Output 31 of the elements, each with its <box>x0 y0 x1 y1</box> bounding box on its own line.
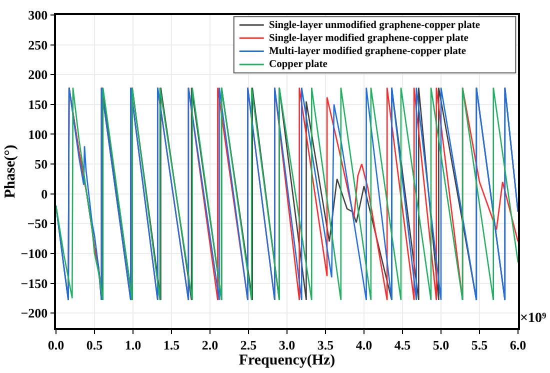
x-tick-label: 3.5 <box>317 337 334 352</box>
x-axis-title: Frequency(Hz) <box>238 352 336 368</box>
x-tick-label: 0.0 <box>48 337 64 352</box>
x-tick-label: 3.0 <box>278 337 296 352</box>
legend-label: Single-layer modified graphene-copper plate <box>269 33 469 44</box>
x-tick-label: 0.5 <box>86 337 104 352</box>
y-tick-label: 0 <box>41 186 48 202</box>
y-tick-label: 150 <box>28 96 48 112</box>
legend-label: Copper plate <box>269 59 328 70</box>
legend-label: Multi-layer modified graphene-copper plate <box>269 46 466 57</box>
x-tick-label: 4.5 <box>394 337 412 352</box>
x-tick-label: 1.5 <box>163 337 180 352</box>
y-tick-label: 200 <box>28 67 48 82</box>
y-tick-label: 300 <box>28 8 48 23</box>
x-tick-label: 1.0 <box>124 337 142 352</box>
x-tick-label: 5.0 <box>432 337 450 352</box>
y-tick-label: −100 <box>20 246 48 262</box>
x-tick-label: 5.5 <box>471 337 488 352</box>
y-tick-label: −200 <box>20 306 48 321</box>
x-tick-label: 4.0 <box>356 337 372 352</box>
y-tick-label: −150 <box>20 276 48 291</box>
y-axis-title: Phase(°) <box>2 144 18 198</box>
text: ×10⁹ <box>520 311 546 326</box>
legend-label: Single-layer unmodified graphene-copper plate <box>269 20 480 31</box>
y-tick-label: 100 <box>28 126 48 142</box>
y-tick-label: 50 <box>34 156 48 172</box>
y-tick-label: −50 <box>27 216 48 232</box>
y-tick-label: 250 <box>28 37 48 52</box>
x-tick-label: 2.0 <box>202 337 218 352</box>
x-tick-label: 2.5 <box>240 337 258 352</box>
x-tick-label: 6.0 <box>510 337 526 352</box>
